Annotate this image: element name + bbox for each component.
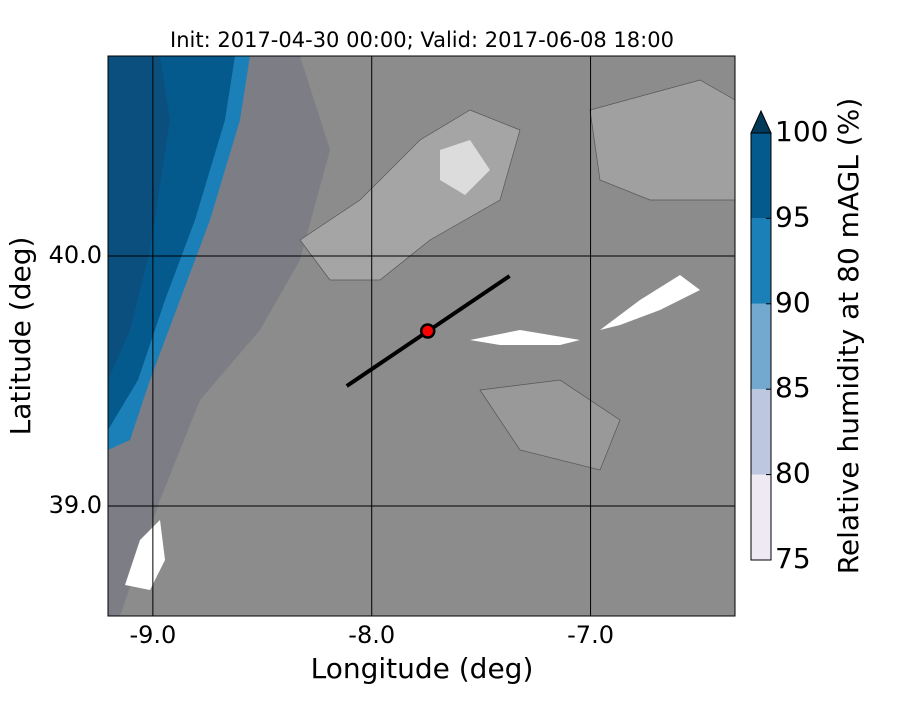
- colorbar-bin: [751, 218, 771, 304]
- y-tick-label: 39.0: [49, 491, 102, 519]
- colorbar-tick-label: 100: [775, 115, 828, 148]
- colorbar-label: Relative humidity at 80 mAGL (%): [832, 98, 865, 575]
- y-axis-label: Latitude (deg): [4, 237, 37, 436]
- highland: [589, 79, 735, 201]
- colorbar-tick-label: 85: [775, 371, 811, 404]
- colorbar-bin: [751, 303, 771, 390]
- hills: [479, 379, 621, 471]
- peak: [440, 140, 490, 195]
- colorbar-bin: [751, 133, 771, 219]
- colorbar-tick-label: 75: [775, 542, 811, 575]
- overlay: [108, 56, 735, 616]
- colorbar-tick-label: 80: [775, 457, 811, 490]
- x-tick-label: -9.0: [129, 621, 176, 649]
- y-tick-label: 40.0: [49, 241, 102, 269]
- colorbar-bin: [751, 474, 771, 560]
- river: [125, 520, 165, 590]
- location-marker: [419, 323, 436, 339]
- title: Init: 2017-04-30 00:00; Valid: 2017-06-0…: [170, 28, 674, 52]
- ocean: [108, 56, 170, 380]
- plot-frame: [107, 55, 736, 617]
- colorbar-bin: [751, 389, 771, 475]
- colorbar-tick-label: 95: [775, 200, 811, 233]
- terrain: [108, 56, 735, 616]
- colorbar-frame: [750, 132, 772, 561]
- colorbar-extend: [750, 109, 772, 134]
- x-axis-label: Longitude (deg): [311, 652, 534, 685]
- colorbar-tick-label: 90: [775, 286, 811, 319]
- river: [470, 275, 700, 345]
- x-tick-label: -7.0: [567, 621, 614, 649]
- x-tick-label: -8.0: [348, 621, 395, 649]
